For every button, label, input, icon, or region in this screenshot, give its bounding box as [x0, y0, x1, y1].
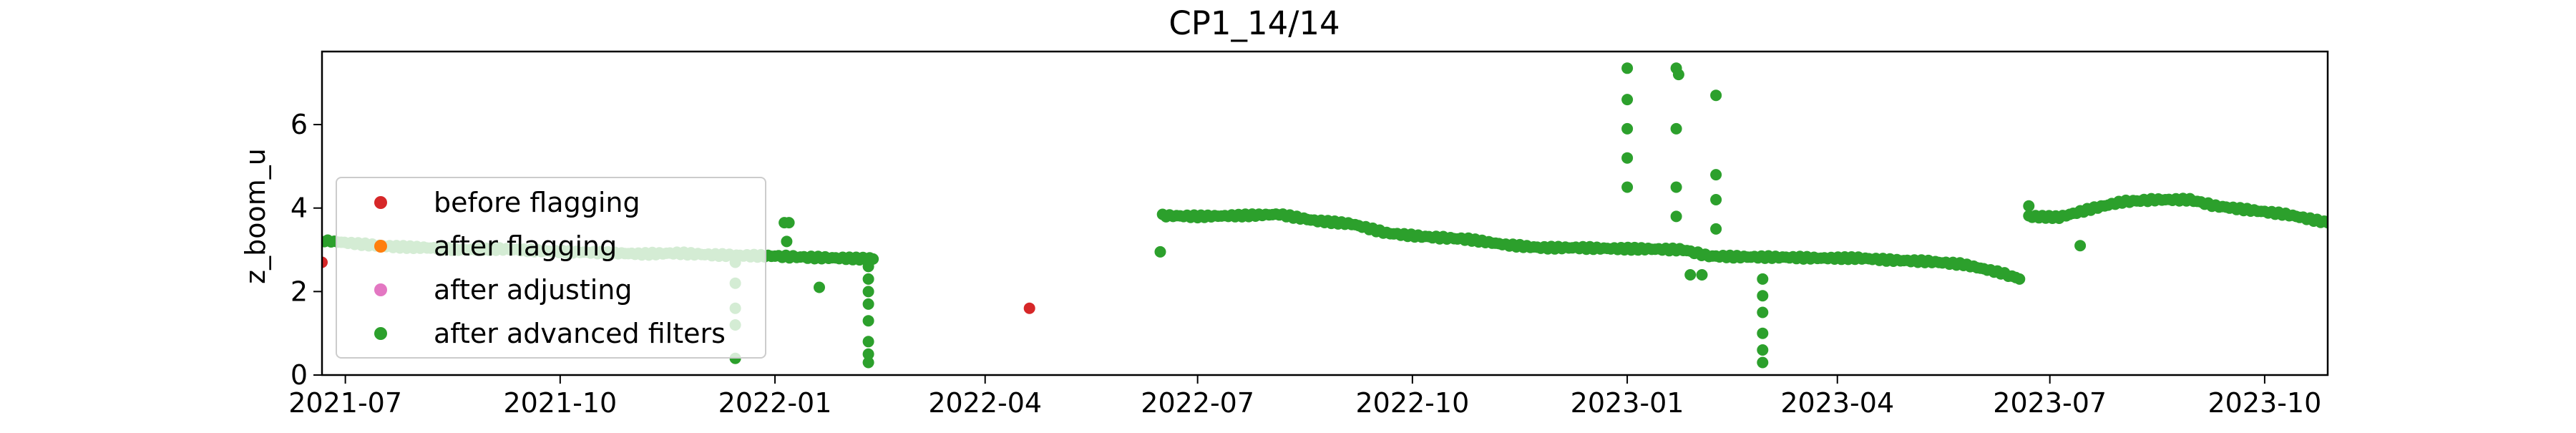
data-point: [2023, 200, 2035, 212]
data-point: [1696, 269, 1708, 281]
y-axis-label: z_boom_u: [240, 148, 271, 284]
data-point: [1757, 356, 1769, 369]
data-point: [862, 261, 874, 273]
data-point: [2322, 217, 2328, 229]
data-point: [781, 235, 793, 248]
x-tick-label: 2023-07: [1993, 387, 2107, 419]
data-point: [1154, 245, 1166, 258]
legend-marker: [374, 283, 387, 296]
data-point: [862, 298, 874, 310]
x-tick-label: 2021-07: [288, 387, 402, 419]
x-tick-label: 2022-01: [718, 387, 832, 419]
data-point: [1710, 194, 1722, 205]
data-point: [1710, 89, 1722, 102]
x-tick-label: 2023-04: [1780, 387, 1894, 419]
legend-label: after adjusting: [434, 274, 633, 306]
data-point: [783, 217, 795, 229]
data-point: [2074, 240, 2087, 252]
data-point: [1710, 169, 1722, 181]
data-point: [1670, 122, 1682, 135]
legend-box: [336, 177, 766, 359]
data-point: [1621, 62, 1634, 74]
x-axis: 2021-07 2021-10 2022-01 2022-04 2022-07 2022-…: [288, 375, 2321, 419]
data-point: [862, 348, 874, 360]
data-point: [1684, 269, 1697, 281]
data-point: [1757, 306, 1769, 318]
x-tick-label: 2022-10: [1355, 387, 1469, 419]
chart-title: CP1_14/14: [1169, 4, 1340, 42]
data-point: [1621, 122, 1634, 135]
data-point: [862, 315, 874, 327]
data-point: [1757, 273, 1769, 285]
data-point: [322, 256, 328, 268]
data-point: [862, 356, 874, 369]
data-point: [814, 281, 825, 293]
data-point: [1670, 181, 1682, 193]
legend-marker: [374, 240, 387, 253]
x-tick-label: 2022-04: [928, 387, 1042, 419]
data-point: [2014, 273, 2026, 285]
data-point: [1757, 327, 1769, 339]
data-point: [862, 273, 874, 285]
legend-label: before flagging: [434, 187, 640, 218]
y-axis: 0 2 4 6: [291, 109, 322, 391]
data-point: [862, 336, 874, 348]
x-tick-label: 2022-07: [1141, 387, 1254, 419]
data-point: [1023, 302, 1035, 314]
legend-marker: [374, 327, 387, 340]
series-before-flagging: [322, 256, 1035, 314]
y-tick-label: 4: [291, 193, 308, 224]
data-point: [1621, 152, 1634, 164]
data-point: [1710, 223, 1722, 235]
y-tick-label: 6: [291, 109, 308, 140]
plot-frame: [321, 50, 2329, 376]
x-tick-label: 2021-10: [503, 387, 617, 419]
data-point: [1621, 181, 1634, 193]
data-point: [1757, 290, 1769, 302]
x-tick-label: 2023-10: [2208, 387, 2322, 419]
legend: before flagging after flagging after adjus…: [336, 177, 766, 359]
data-point: [1672, 69, 1684, 81]
data-point: [1670, 210, 1682, 223]
legend-label: after advanced filters: [434, 318, 726, 349]
legend-label: after flagging: [434, 230, 617, 262]
data-point: [862, 286, 874, 298]
data-point: [1757, 344, 1769, 356]
x-tick-label: 2023-01: [1571, 387, 1684, 419]
y-tick-label: 0: [291, 359, 308, 391]
legend-marker: [374, 196, 387, 209]
y-tick-label: 2: [291, 276, 308, 307]
data-point: [1621, 94, 1634, 106]
